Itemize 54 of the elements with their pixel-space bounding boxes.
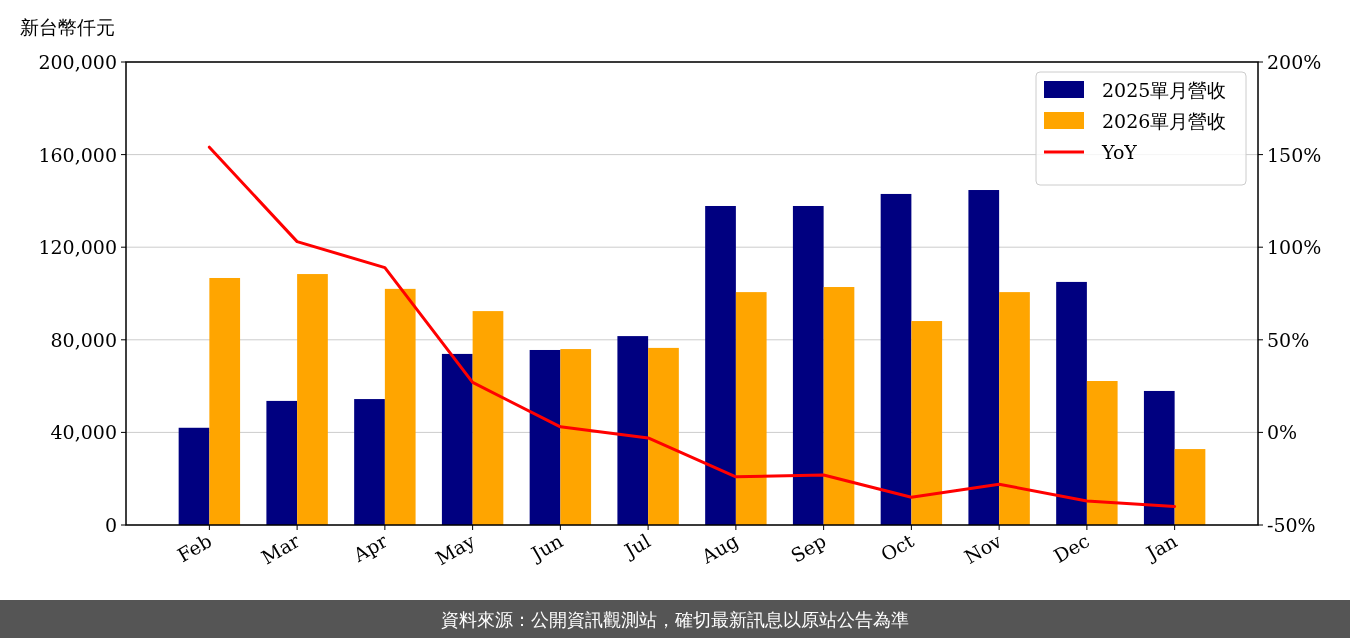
bar	[297, 274, 328, 525]
bar	[209, 277, 241, 525]
bar	[968, 190, 1000, 525]
bar	[529, 349, 561, 525]
legend-label: 2025單月營收	[1102, 79, 1227, 101]
x-tick-label: Nov	[960, 529, 1006, 568]
bar	[354, 399, 385, 525]
legend-label: YoY	[1101, 141, 1138, 163]
bar	[999, 292, 1030, 525]
y-tick-label: 40,000	[50, 421, 117, 444]
bar	[1143, 390, 1175, 525]
source-note: 資料來源：公開資訊觀測站，確切最新訊息以原站公告為準	[441, 609, 909, 630]
x-tick-label: Oct	[877, 529, 918, 566]
bar	[823, 287, 855, 525]
bar	[1056, 281, 1087, 525]
bar	[472, 311, 504, 525]
x-tick-label: Dec	[1049, 529, 1093, 568]
x-tick-label: Jul	[618, 529, 655, 563]
y-tick-label: 120,000	[38, 236, 117, 259]
y2-tick-label: 150%	[1267, 143, 1322, 166]
y-tick-label: 200,000	[38, 51, 117, 73]
x-tick-label: Feb	[173, 529, 216, 567]
line-series	[207, 145, 1177, 508]
bar	[705, 205, 736, 525]
x-tick-label: Jun	[525, 529, 567, 566]
bar	[560, 349, 592, 525]
x-tick-label: Apr	[348, 528, 392, 567]
bar	[384, 288, 416, 525]
bar	[617, 336, 649, 525]
bar	[441, 353, 473, 525]
y2-tick-label: 0%	[1267, 421, 1298, 444]
bar	[1086, 381, 1118, 525]
bar	[735, 292, 767, 525]
bar	[1174, 449, 1206, 525]
bar	[178, 427, 210, 525]
y2-tick-label: 50%	[1267, 328, 1310, 351]
y-tick-label: 160,000	[38, 143, 117, 166]
bar	[266, 400, 298, 525]
y2-tick-label: 200%	[1267, 51, 1322, 73]
bar	[648, 347, 679, 525]
bar	[911, 321, 943, 525]
x-tick-label: Aug	[696, 529, 742, 569]
bar	[880, 193, 912, 525]
y-tick-label: 0	[104, 514, 117, 536]
legend-label: 2026單月營收	[1102, 110, 1227, 132]
y2-tick-label: -50%	[1267, 514, 1316, 536]
x-tick-label: May	[431, 529, 479, 570]
x-tick-label: Jan	[1140, 529, 1181, 566]
y-tick-label: 80,000	[50, 328, 117, 351]
x-tick-label: Sep	[787, 529, 830, 567]
y2-tick-label: 100%	[1267, 236, 1322, 259]
y-axis-title: 新台幣仟元	[20, 16, 115, 38]
bar	[792, 205, 824, 525]
x-tick-label: Mar	[257, 528, 304, 569]
